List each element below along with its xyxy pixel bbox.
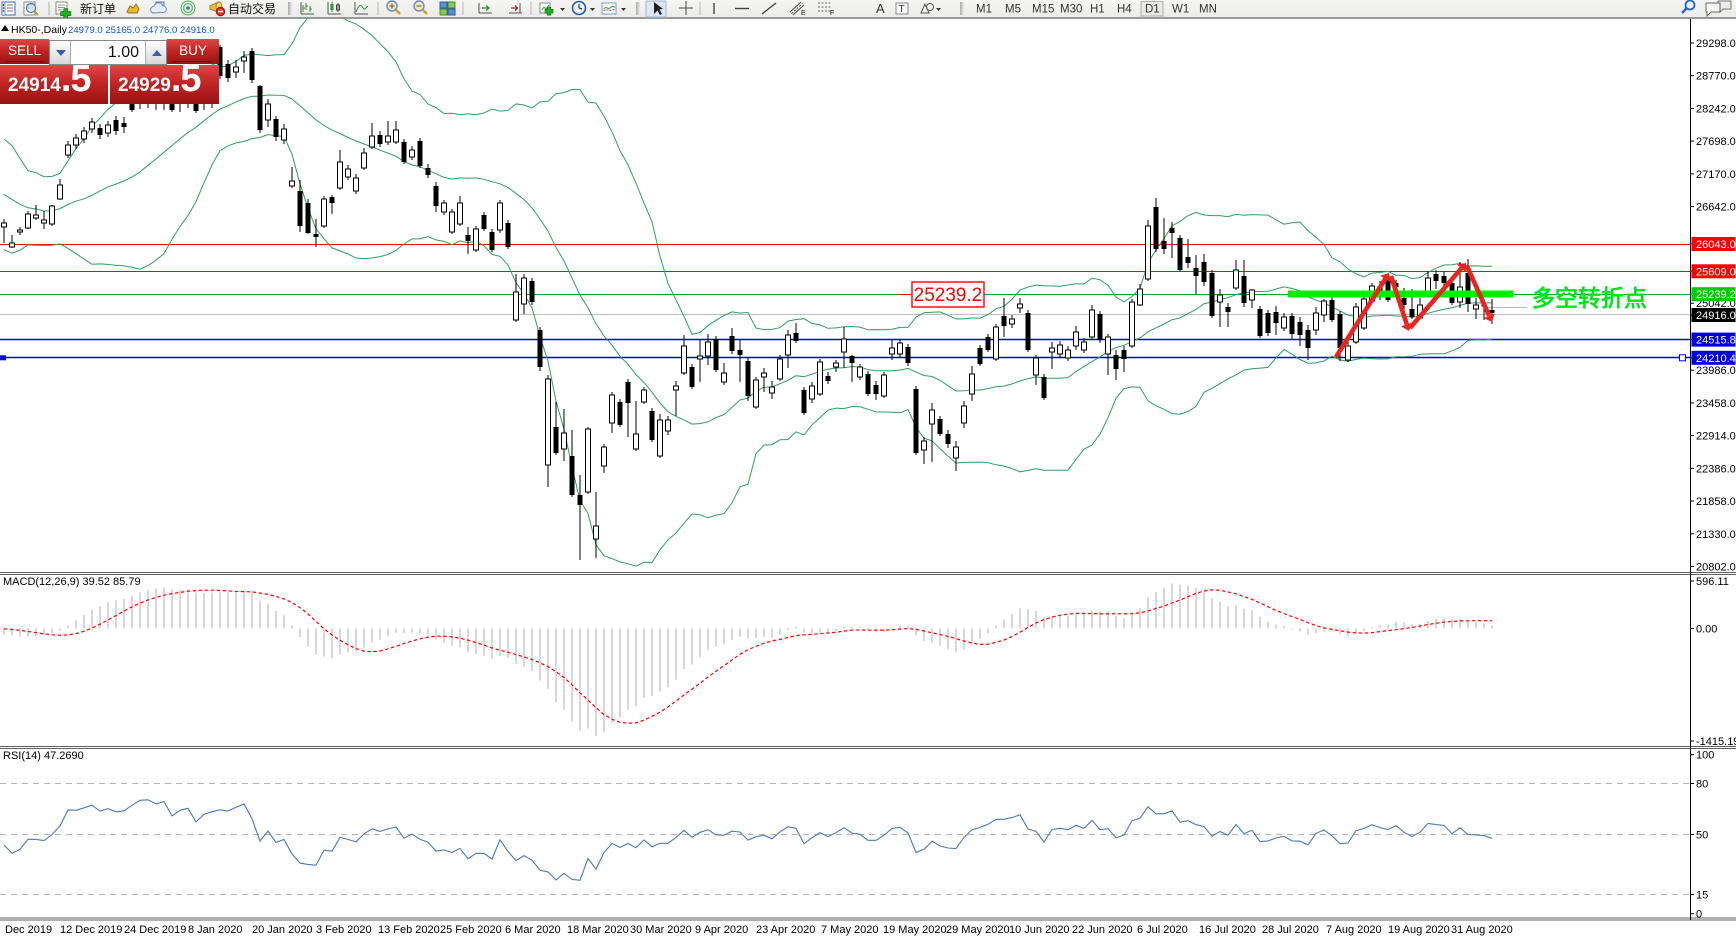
svg-text:M15: M15 — [1032, 4, 1054, 16]
svg-text:M30: M30 — [1060, 4, 1082, 16]
svg-text:80: 80 — [1696, 779, 1708, 791]
svg-text:23458.0: 23458.0 — [1696, 398, 1736, 410]
svg-text:HK50-,Daily: HK50-,Daily — [11, 24, 68, 36]
svg-text:H4: H4 — [1117, 4, 1132, 16]
svg-text:24979.0 25165.0 24776.0 24916.: 24979.0 25165.0 24776.0 24916.0 — [68, 25, 215, 36]
svg-text:24210.4: 24210.4 — [1696, 353, 1736, 365]
svg-text:596.11: 596.11 — [1696, 576, 1729, 588]
svg-text:30 Mar 2020: 30 Mar 2020 — [630, 924, 692, 936]
svg-text:W1: W1 — [1172, 4, 1189, 16]
svg-text:19 May 2020: 19 May 2020 — [883, 924, 947, 936]
svg-text:25609.0: 25609.0 — [1696, 266, 1736, 278]
svg-text:20 Jan 2020: 20 Jan 2020 — [252, 924, 313, 936]
svg-text:23986.0: 23986.0 — [1696, 365, 1736, 377]
svg-text:25 Feb 2020: 25 Feb 2020 — [440, 924, 502, 936]
svg-text:21858.0: 21858.0 — [1696, 496, 1736, 508]
svg-text:7 Aug 2020: 7 Aug 2020 — [1326, 924, 1382, 936]
svg-text:8 Jan 2020: 8 Jan 2020 — [188, 924, 242, 936]
svg-text:18 Mar 2020: 18 Mar 2020 — [567, 924, 629, 936]
svg-text:6 Mar 2020: 6 Mar 2020 — [505, 924, 561, 936]
svg-text:31 Aug 2020: 31 Aug 2020 — [1451, 924, 1513, 936]
svg-text:10 Jun 2020: 10 Jun 2020 — [1009, 924, 1070, 936]
svg-text:21330.0: 21330.0 — [1696, 529, 1736, 541]
svg-text:100: 100 — [1696, 750, 1714, 762]
svg-text:26043.0: 26043.0 — [1696, 239, 1736, 251]
svg-text:M5: M5 — [1005, 4, 1021, 16]
svg-text:12 Dec 2019: 12 Dec 2019 — [60, 924, 122, 936]
svg-text:22914.0: 22914.0 — [1696, 431, 1736, 443]
svg-text:15: 15 — [1696, 890, 1708, 902]
svg-text:MACD(12,26,9) 39.52 85.79: MACD(12,26,9) 39.52 85.79 — [3, 576, 141, 588]
svg-text:29 May 2020: 29 May 2020 — [946, 924, 1010, 936]
svg-text:16 Jul 2020: 16 Jul 2020 — [1199, 924, 1256, 936]
svg-text:27170.0: 27170.0 — [1696, 169, 1736, 181]
svg-text:13 Feb 2020: 13 Feb 2020 — [378, 924, 440, 936]
svg-text:新订单: 新订单 — [80, 1, 116, 16]
svg-text:19 Aug 2020: 19 Aug 2020 — [1388, 924, 1450, 936]
svg-text:20802.0: 20802.0 — [1696, 562, 1736, 574]
svg-text:24515.8: 24515.8 — [1696, 335, 1736, 347]
svg-text:D1: D1 — [1145, 4, 1160, 16]
svg-text:24 Dec 2019: 24 Dec 2019 — [124, 924, 186, 936]
svg-text:28 Jul 2020: 28 Jul 2020 — [1262, 924, 1319, 936]
svg-text:9 Apr 2020: 9 Apr 2020 — [695, 924, 748, 936]
svg-text:23 Apr 2020: 23 Apr 2020 — [756, 924, 815, 936]
svg-text:F: F — [830, 10, 834, 17]
svg-text:MN: MN — [1199, 4, 1217, 16]
svg-text:0.00: 0.00 — [1696, 623, 1717, 635]
svg-text:RSI(14) 47.2690: RSI(14) 47.2690 — [3, 750, 84, 762]
svg-text:50: 50 — [1696, 830, 1708, 842]
svg-text:-1415.19: -1415.19 — [1696, 736, 1736, 748]
svg-text:3 Feb 2020: 3 Feb 2020 — [316, 924, 372, 936]
svg-text:Dec 2019: Dec 2019 — [5, 924, 52, 936]
svg-text:0: 0 — [1696, 909, 1702, 921]
svg-text:7 May 2020: 7 May 2020 — [821, 924, 878, 936]
svg-text:22386.0: 22386.0 — [1696, 463, 1736, 475]
svg-text:29298.0: 29298.0 — [1696, 38, 1736, 50]
svg-text:A: A — [876, 1, 885, 16]
svg-text:25239.2: 25239.2 — [1696, 289, 1736, 301]
svg-text:6 Jul 2020: 6 Jul 2020 — [1137, 924, 1188, 936]
svg-text:T: T — [899, 4, 905, 15]
svg-text:22 Jun 2020: 22 Jun 2020 — [1072, 924, 1133, 936]
svg-text:25239.2: 25239.2 — [914, 285, 983, 306]
svg-text:24916.0: 24916.0 — [1696, 310, 1736, 322]
svg-text:28770.0: 28770.0 — [1696, 71, 1736, 83]
svg-text:26642.0: 26642.0 — [1696, 202, 1736, 214]
svg-text:M1: M1 — [976, 4, 992, 16]
svg-text:自动交易: 自动交易 — [228, 1, 276, 16]
svg-text:E: E — [801, 10, 806, 17]
svg-text:28242.0: 28242.0 — [1696, 103, 1736, 115]
svg-text:H1: H1 — [1090, 4, 1105, 16]
svg-text:27698.0: 27698.0 — [1696, 136, 1736, 148]
svg-text:多空转折点: 多空转折点 — [1532, 285, 1647, 311]
